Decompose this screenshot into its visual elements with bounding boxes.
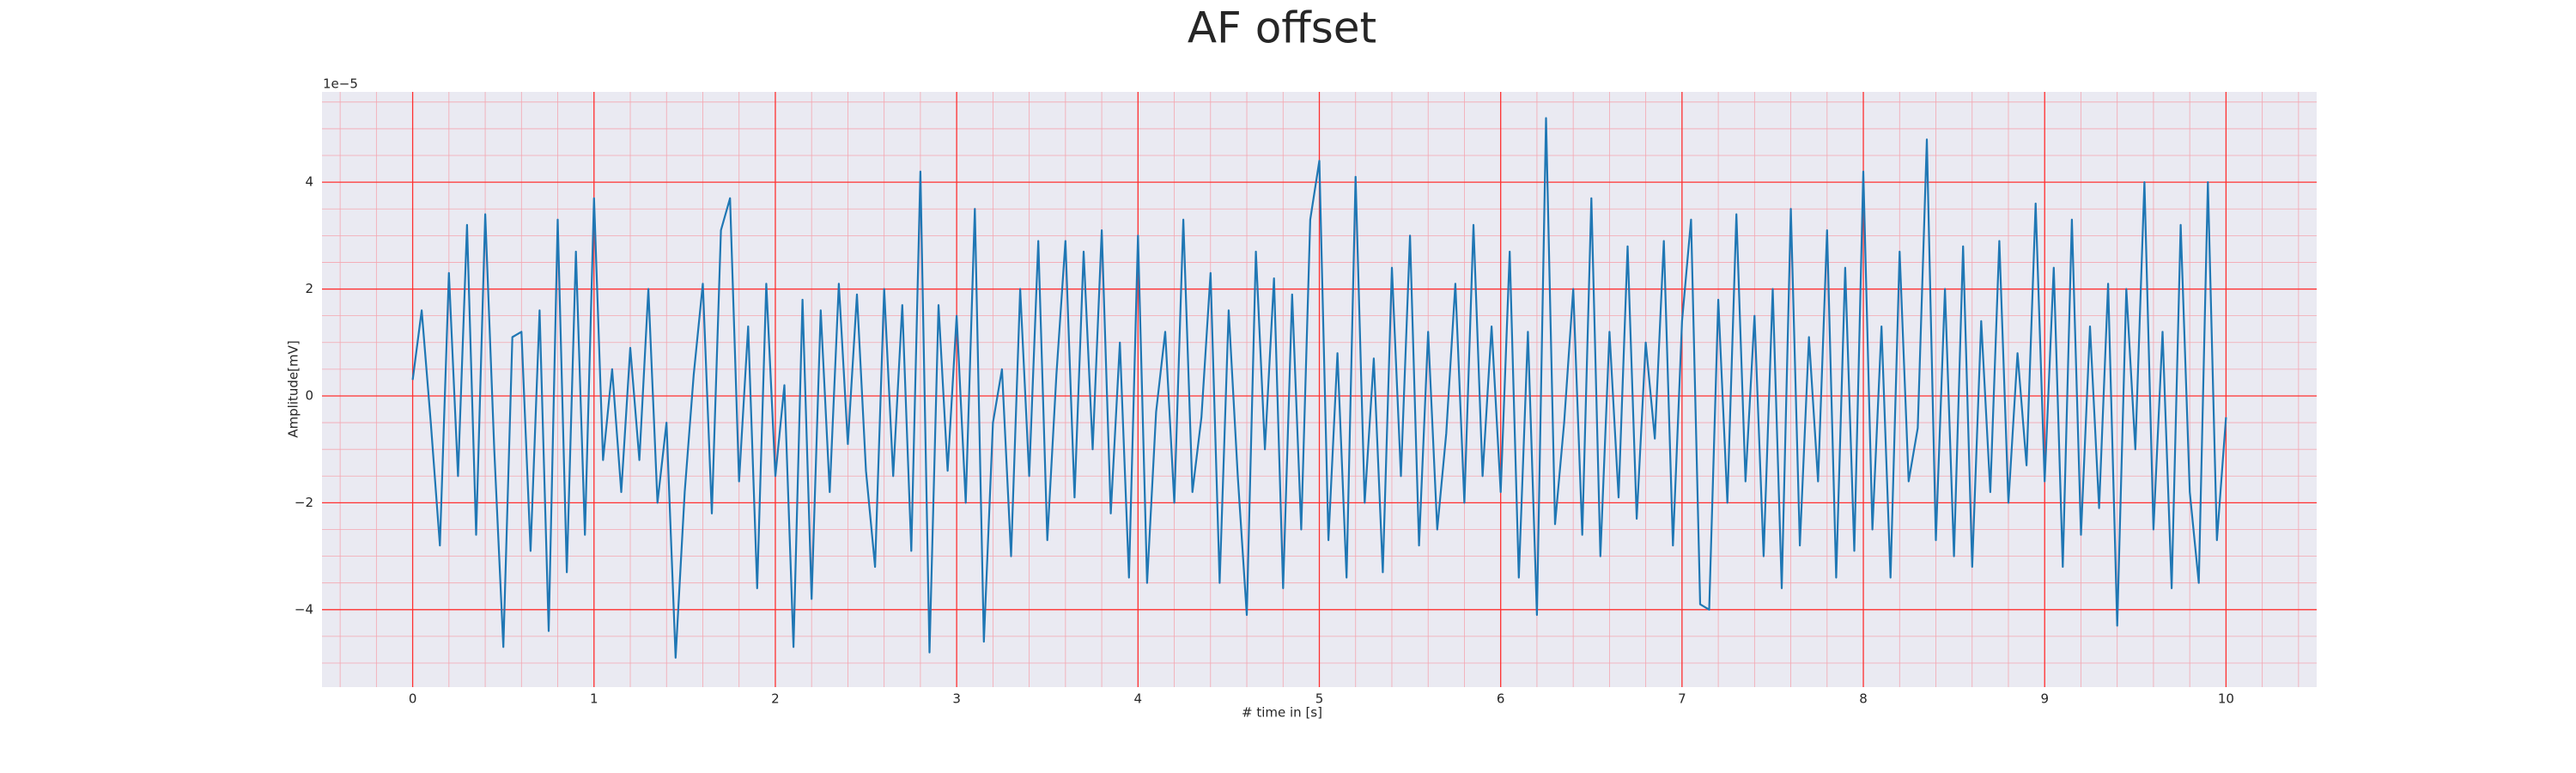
x-tick-label: 0 xyxy=(409,691,417,707)
x-tick-label: 4 xyxy=(1134,691,1143,707)
x-tick-label: 6 xyxy=(1497,691,1505,707)
x-tick-label: 8 xyxy=(1859,691,1868,707)
x-tick-label: 5 xyxy=(1315,691,1324,707)
x-tick-label: 2 xyxy=(771,691,780,707)
data-line xyxy=(411,117,2227,659)
y-tick-label: 0 xyxy=(305,387,313,403)
y-axis-label: Amplitude[mV] xyxy=(286,340,301,437)
y-offset-label: 1e−5 xyxy=(323,76,358,92)
x-tick-label: 7 xyxy=(1678,691,1686,707)
x-axis-label: # time in [s] xyxy=(1242,705,1322,721)
chart-title: AF offset xyxy=(1188,3,1376,53)
y-tick-label: −4 xyxy=(295,601,313,617)
x-tick-label: 3 xyxy=(952,691,961,707)
y-tick-label: 4 xyxy=(305,174,313,190)
x-tick-label: 1 xyxy=(590,691,598,707)
x-tick-label: 10 xyxy=(2218,691,2234,707)
y-tick-label: 2 xyxy=(305,281,313,296)
y-tick-label: −2 xyxy=(295,495,313,510)
x-tick-label: 9 xyxy=(2040,691,2049,707)
